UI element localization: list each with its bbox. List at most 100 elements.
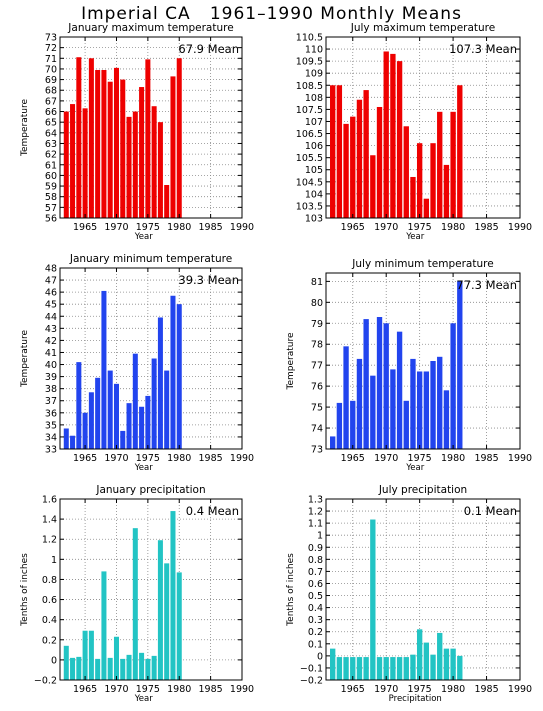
x-tick-label: 1980: [167, 222, 191, 233]
bar: [443, 164, 450, 218]
y-tick-label: 0: [51, 655, 57, 666]
bar: [63, 428, 69, 449]
x-tick-label: 1985: [199, 222, 223, 233]
bar: [376, 657, 383, 680]
y-tick-label: 35: [45, 420, 57, 431]
bar: [403, 400, 409, 449]
x-tick-label: 1965: [73, 453, 97, 464]
y-tick-label: −0.1: [300, 663, 323, 674]
bar: [443, 648, 450, 680]
bar: [101, 571, 107, 680]
bar: [457, 281, 463, 449]
plot-frame: [59, 36, 243, 219]
bar: [145, 395, 151, 449]
y-tick-label: 66: [45, 107, 57, 118]
y-tick-label: 73: [45, 33, 57, 44]
bar: [403, 657, 409, 680]
y-tick-label: −0.2: [300, 676, 323, 687]
y-tick-label: 37: [45, 396, 57, 407]
y-tick-label: 33: [45, 445, 57, 456]
bar: [370, 155, 376, 218]
bar: [416, 371, 423, 449]
bar: [113, 636, 119, 680]
x-tick-label: 1975: [408, 684, 432, 695]
bar: [164, 184, 170, 218]
bar: [95, 70, 101, 218]
bar: [330, 436, 336, 449]
bar: [70, 657, 76, 680]
bar: [437, 111, 443, 218]
y-tick-label: 67: [45, 96, 57, 107]
y-tick-label: 71: [45, 54, 57, 65]
y-tick-label: 103: [305, 214, 323, 225]
mean-label: 39.3 Mean: [178, 273, 239, 287]
x-tick-label: 1980: [441, 684, 465, 695]
bar: [437, 356, 443, 449]
y-tick-label: 110: [305, 45, 323, 56]
y-tick-label: 0.1: [308, 639, 323, 650]
y-tick-label: 1.4: [42, 515, 57, 526]
y-tick-label: 68: [45, 86, 57, 97]
bar: [343, 123, 349, 218]
x-tick-label: 1970: [374, 453, 398, 464]
bar: [396, 657, 403, 680]
x-tick-label: 1975: [136, 453, 160, 464]
bar: [370, 519, 376, 680]
x-tick-label: 1980: [167, 453, 191, 464]
y-tick-label: 0.8: [42, 575, 57, 586]
y-tick-label: 80: [311, 298, 323, 309]
x-tick-label: 1965: [341, 684, 365, 695]
bar: [88, 392, 94, 449]
bar: [423, 371, 430, 449]
bar: [145, 658, 151, 680]
x-tick-label: 1980: [441, 453, 465, 464]
y-tick-label: 60: [45, 171, 57, 182]
bar: [101, 290, 107, 449]
chart-title: July minimum temperature: [351, 258, 493, 270]
y-tick-label: 41: [45, 348, 57, 359]
y-tick-label: 70: [45, 64, 57, 75]
bar: [170, 295, 176, 449]
bar: [396, 61, 403, 219]
bar: [132, 111, 138, 218]
y-tick-label: 107.5: [296, 105, 323, 116]
y-tick-label: 77: [311, 361, 323, 372]
x-axis-label: Year: [405, 232, 425, 242]
bar: [423, 198, 430, 218]
x-axis-label: Year: [134, 232, 154, 242]
x-tick-label: 1990: [508, 222, 532, 233]
bar: [120, 658, 126, 680]
y-tick-label: 79: [311, 319, 323, 330]
bar: [356, 358, 363, 449]
bar: [82, 630, 88, 680]
y-tick-label: 0.6: [42, 595, 57, 606]
y-tick-label: 1.3: [308, 495, 323, 506]
bar: [363, 319, 369, 449]
x-tick-label: 1985: [199, 453, 223, 464]
bar: [430, 654, 436, 680]
mean-label: 107.3 Mean: [449, 42, 517, 56]
bar: [383, 657, 389, 680]
x-axis-label: Year: [405, 463, 425, 473]
y-tick-label: 38: [45, 384, 57, 395]
bar: [139, 652, 145, 680]
bar: [176, 572, 182, 680]
y-tick-label: 1: [51, 555, 57, 566]
bar: [145, 59, 151, 218]
y-tick-label: 63: [45, 139, 57, 150]
y-tick-label: 0.4: [42, 615, 57, 626]
bar: [430, 361, 436, 449]
x-tick-label: 1970: [104, 222, 128, 233]
x-tick-label: 1965: [341, 222, 365, 233]
y-tick-label: 65: [45, 118, 57, 129]
y-tick-label: 106.5: [296, 129, 323, 140]
bar: [157, 540, 163, 680]
x-tick-label: 1970: [374, 222, 398, 233]
x-axis-label: Precipitation: [389, 694, 442, 704]
bar: [383, 51, 389, 219]
bar: [151, 106, 157, 218]
y-tick-label: 103.5: [296, 201, 323, 212]
bar: [457, 655, 463, 680]
y-axis-label: Temperature: [20, 330, 30, 388]
